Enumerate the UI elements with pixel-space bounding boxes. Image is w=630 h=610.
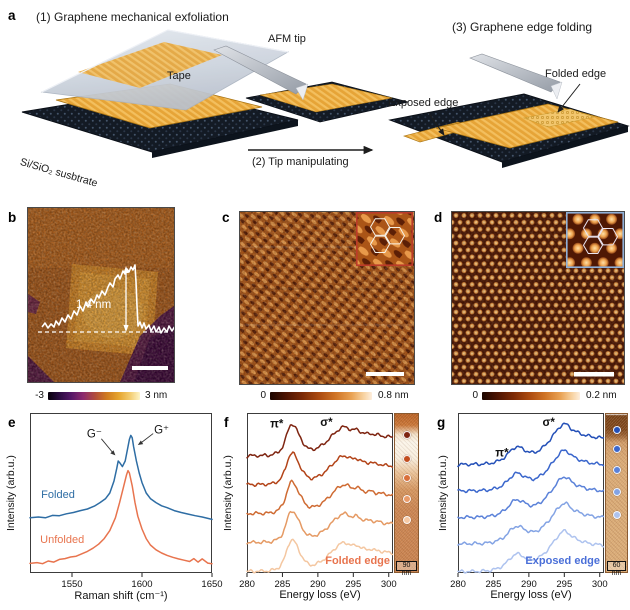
eels-probe-dot — [402, 454, 411, 463]
svg-text:1550: 1550 — [61, 579, 82, 590]
svg-text:Unfolded: Unfolded — [40, 534, 84, 546]
panel-letter-e: e — [8, 415, 16, 430]
tape-label: Tape — [167, 70, 191, 82]
panel-letter-d: d — [434, 210, 443, 225]
svg-text:σ*: σ* — [543, 417, 556, 429]
svg-text:280: 280 — [239, 579, 255, 590]
exposed-edge-label: Exposed edge — [525, 555, 600, 567]
svg-text:σ*: σ* — [320, 417, 333, 429]
panel-letter-g: g — [437, 415, 446, 430]
eels-probe-dot — [612, 426, 621, 434]
panel-letter-c: c — [222, 210, 230, 225]
e-y-axis-title: Intensity (arb.u.) — [5, 455, 17, 531]
eels-map-strip-f: 90 nm — [394, 413, 419, 577]
afm-cantilever-2 — [213, 45, 309, 101]
svg-text:1600: 1600 — [131, 579, 152, 590]
panel-letter-a: a — [8, 8, 16, 23]
eels-probe-dot — [612, 488, 621, 497]
scale-bar-b — [132, 366, 168, 370]
panel-letter-f: f — [224, 415, 229, 430]
afm-image-b: 1.4 nm — [27, 207, 175, 383]
exposed-edge-label: Exposed edge — [388, 97, 459, 109]
eels-probe-dot — [612, 445, 621, 454]
colorbar-d — [482, 392, 580, 400]
e-x-axis-title: Raman shift (cm⁻¹) — [74, 590, 168, 602]
afm-image-c — [239, 211, 415, 385]
hexagon-overlay-d — [582, 219, 619, 254]
eels-probe-dot — [612, 466, 621, 474]
step2-label: (2) Tip manipulating — [252, 156, 349, 168]
eels-probe-dot — [612, 510, 621, 519]
svg-text:300: 300 — [592, 579, 608, 590]
cbar-c-min: 0 — [260, 390, 266, 401]
g-x-axis-title: Energy loss (eV) — [490, 589, 572, 601]
scale-bar-c — [366, 372, 404, 376]
colorbar-b — [48, 392, 140, 400]
eels-map-strip-g: 60 nm — [605, 413, 628, 577]
svg-text:285: 285 — [486, 579, 502, 590]
svg-text:290: 290 — [521, 579, 537, 590]
afm-tip-label: AFM tip — [268, 33, 306, 45]
svg-text:π*: π* — [495, 448, 509, 460]
afm-image-d — [451, 211, 625, 385]
svg-text:280: 280 — [450, 579, 466, 590]
svg-text:G⁻: G⁻ — [87, 428, 102, 440]
svg-text:295: 295 — [556, 579, 572, 590]
cbar-d-max: 0.2 nm — [586, 390, 617, 401]
cbar-c-max: 0.8 nm — [378, 390, 409, 401]
hexagon-overlay-c — [369, 218, 406, 253]
svg-text:G⁺: G⁺ — [154, 424, 169, 436]
f-x-axis-title: Energy loss (eV) — [279, 589, 361, 601]
svg-text:295: 295 — [345, 579, 361, 590]
svg-text:1650: 1650 — [201, 579, 222, 590]
svg-text:290: 290 — [310, 579, 326, 590]
strip-f-scalebar: 90 nm — [396, 561, 417, 577]
svg-text:π*: π* — [270, 419, 284, 431]
g-y-axis-title: Intensity (arb.u.) — [437, 455, 449, 531]
cbar-d-min: 0 — [472, 390, 478, 401]
folded-edge-arrow — [557, 83, 581, 113]
height-profile-line — [41, 264, 174, 334]
eels-probe-dot — [402, 494, 411, 503]
eels-probe-dot — [402, 474, 411, 482]
height-annotation: 1.4 nm — [76, 299, 111, 311]
inset-c — [356, 212, 414, 267]
step1-title: (1) Graphene mechanical exfoliation — [36, 10, 229, 24]
folded-edge-schematic-label: Folded edge — [545, 68, 607, 80]
folded-region-3 — [522, 108, 596, 128]
eels-probe-dot — [402, 515, 411, 524]
svg-text:300: 300 — [381, 579, 397, 590]
svg-text:Folded: Folded — [41, 489, 75, 501]
strip-g-scalebar: 60 nm — [607, 561, 626, 577]
raman-chart: 1550 1600 1650 G⁻ G⁺ Folded Unfolded — [29, 413, 223, 590]
f-y-axis-title: Intensity (arb.u.) — [222, 455, 234, 531]
step3-title: (3) Graphene edge folding — [452, 20, 593, 34]
height-double-arrow — [123, 266, 129, 332]
eels-probe-dot — [402, 430, 411, 439]
panel-letter-b: b — [8, 210, 17, 225]
schematic-panel-a — [21, 29, 630, 168]
scale-bar-d — [574, 372, 614, 377]
eels-folded-chart: 280 285 290 295 300 π* σ* — [239, 413, 397, 590]
eels-exposed-chart: 280 285 290 295 300 π* σ* — [450, 413, 608, 590]
afm-cantilever-3 — [469, 53, 563, 100]
colorbar-c — [270, 392, 372, 400]
inset-d — [566, 212, 624, 269]
cbar-b-min: -3 — [35, 390, 44, 401]
cbar-b-max: 3 nm — [145, 390, 168, 401]
svg-text:285: 285 — [275, 579, 291, 590]
folded-edge-label: Folded edge — [325, 555, 390, 567]
exposed-edge-arrow — [427, 111, 445, 136]
